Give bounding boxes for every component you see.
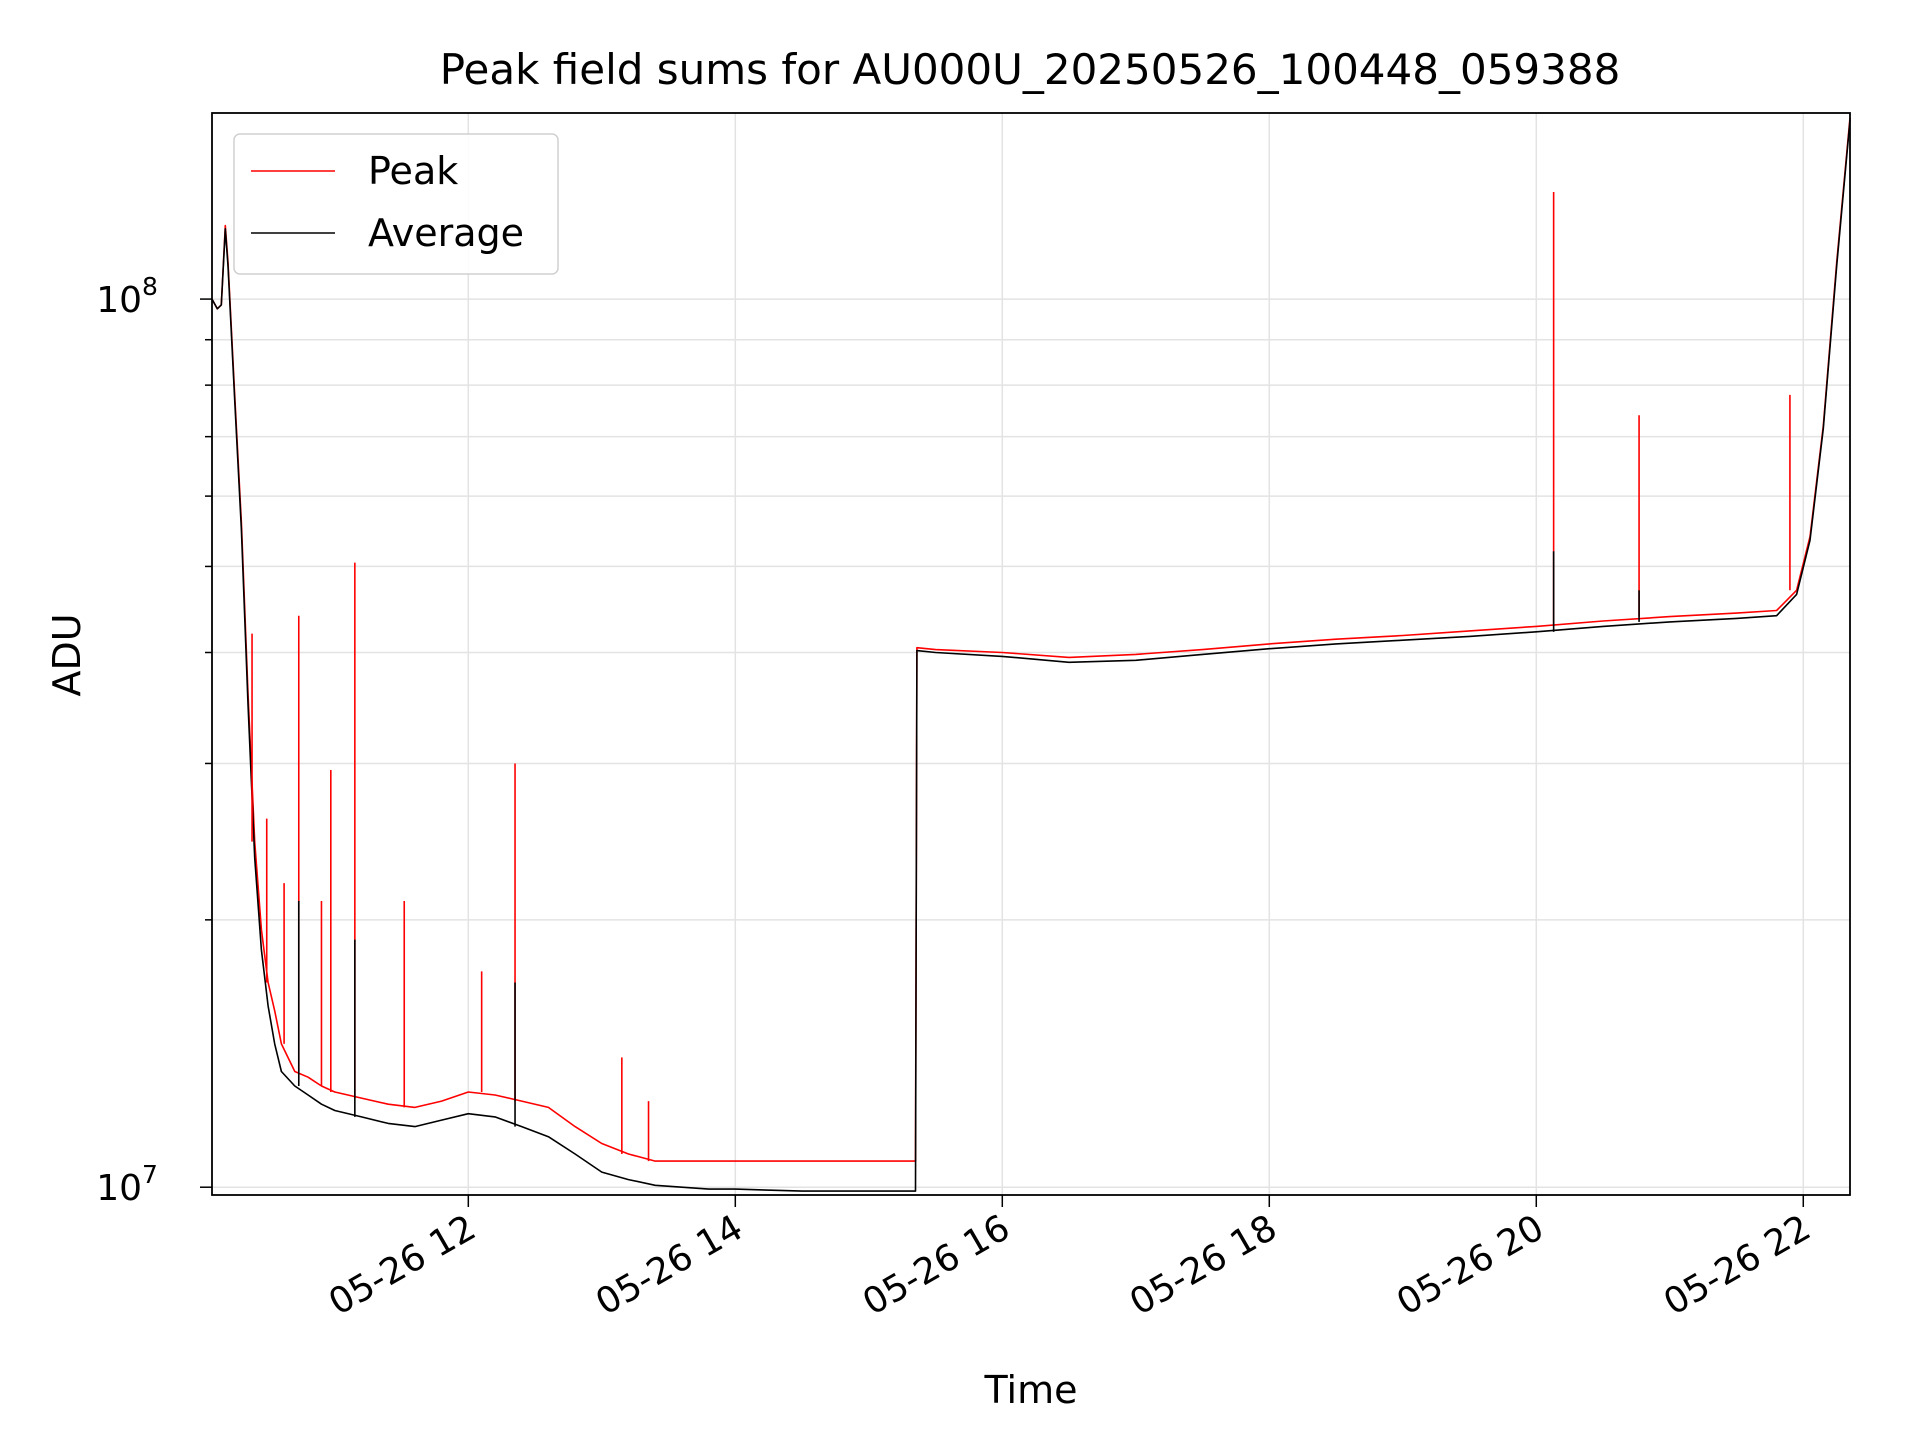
plot-area-frame: [211, 112, 1851, 1196]
y-tick-label-base: 10: [96, 280, 142, 321]
x-axis-label: Time: [984, 1368, 1078, 1412]
series-line-peak: [211, 117, 1851, 1162]
x-tick-label: 05-26 12: [322, 1207, 483, 1323]
series-line-average: [211, 120, 1851, 1192]
x-tick-label: 05-26 16: [856, 1207, 1017, 1323]
y-tick-label-exponent: 7: [142, 1160, 158, 1189]
chart-title: Peak field sums for AU000U_20250526_1004…: [440, 45, 1621, 94]
x-tick-label: 05-26 18: [1123, 1207, 1284, 1323]
legend: Peak Average: [233, 133, 559, 275]
grid-layer: [212, 113, 1850, 1195]
x-tick-label: 05-26 22: [1657, 1207, 1818, 1323]
y-tick-label-exponent: 8: [142, 272, 158, 301]
legend-box: [233, 133, 559, 275]
y-axis-label: ADU: [45, 613, 89, 696]
x-tick-label: 05-26 20: [1390, 1207, 1551, 1323]
legend-label-peak: Peak: [368, 149, 458, 193]
y-tick-label-base: 10: [96, 1168, 142, 1209]
series-layer: [211, 117, 1851, 1192]
legend-label-average: Average: [368, 211, 524, 255]
x-tick-label: 05-26 14: [589, 1207, 750, 1323]
